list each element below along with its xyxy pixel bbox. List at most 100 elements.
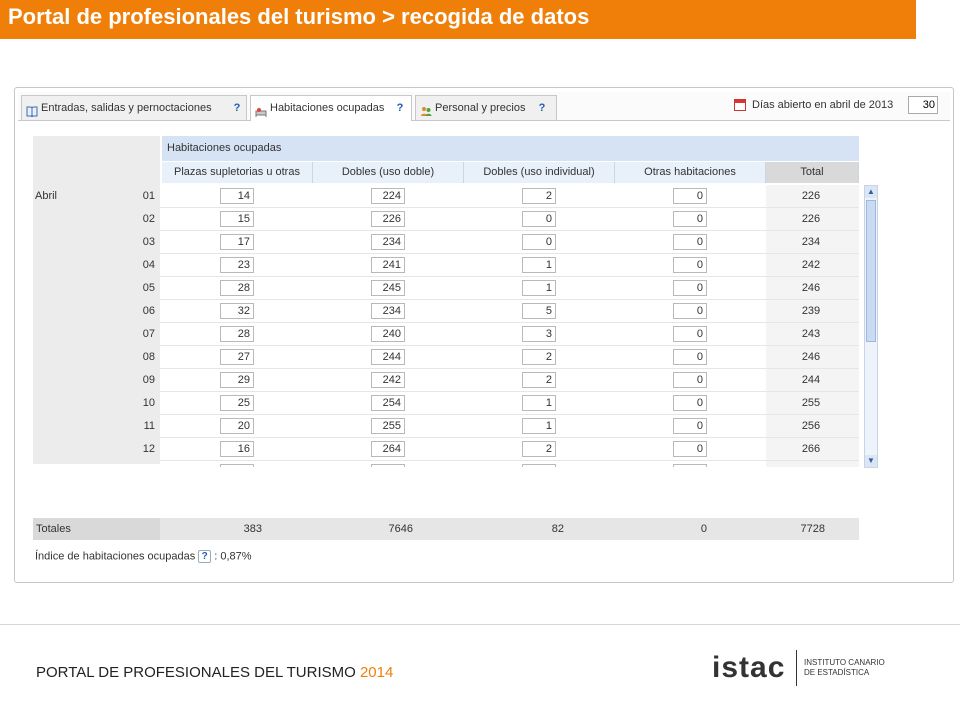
value-input[interactable]: 224 bbox=[371, 188, 405, 204]
value-input[interactable]: 2 bbox=[522, 188, 556, 204]
help-icon[interactable]: ? bbox=[538, 102, 546, 114]
value-input[interactable]: 264 bbox=[371, 441, 405, 457]
value-input[interactable]: 0 bbox=[673, 326, 707, 342]
value-input[interactable]: 0 bbox=[673, 418, 707, 434]
value-input[interactable]: 23 bbox=[220, 257, 254, 273]
days-open-input[interactable] bbox=[908, 96, 938, 114]
value-input[interactable]: 242 bbox=[371, 372, 405, 388]
column-header: Plazas supletorias u otras bbox=[162, 162, 313, 183]
value-input[interactable]: 245 bbox=[371, 280, 405, 296]
value-input[interactable]: 15 bbox=[220, 211, 254, 227]
value-input[interactable]: 241 bbox=[371, 257, 405, 273]
page-title: Portal de profesionales del turismo > re… bbox=[8, 4, 590, 29]
table-row: 05 28 245 1 0 246 bbox=[33, 277, 859, 300]
value-input[interactable]: 17 bbox=[220, 234, 254, 250]
day-label: 10 bbox=[142, 397, 155, 409]
value-input[interactable]: 240 bbox=[371, 326, 405, 342]
total-value: 82 bbox=[551, 523, 564, 535]
table-row: 13 11 272 1 0 273 bbox=[33, 461, 859, 467]
value-input[interactable]: 1 bbox=[522, 280, 556, 296]
indice-label: Índice de habitaciones ocupadas bbox=[35, 550, 196, 563]
tab-entradas[interactable]: Entradas, salidas y pernoctaciones ? bbox=[21, 95, 247, 120]
value-input[interactable]: 0 bbox=[673, 188, 707, 204]
row-total: 256 bbox=[801, 420, 821, 432]
indice-value: : 0,87% bbox=[214, 550, 252, 563]
value-input[interactable]: 28 bbox=[220, 280, 254, 296]
help-icon[interactable]: ? bbox=[396, 102, 404, 114]
value-input[interactable]: 234 bbox=[371, 234, 405, 250]
total-column bbox=[766, 185, 859, 467]
value-input[interactable]: 20 bbox=[220, 418, 254, 434]
value-input[interactable]: 14 bbox=[220, 188, 254, 204]
day-label: 06 bbox=[142, 305, 155, 317]
day-label: 13 bbox=[133, 466, 155, 467]
value-input[interactable]: 1 bbox=[522, 395, 556, 411]
help-icon[interactable]: ? bbox=[198, 550, 212, 563]
value-input[interactable]: 1 bbox=[522, 257, 556, 273]
column-header: Dobles (uso doble) bbox=[313, 162, 464, 183]
value-input[interactable]: 0 bbox=[673, 441, 707, 457]
table-row: Abril 01 14 224 2 0 226 bbox=[33, 185, 859, 208]
istac-logo: istac INSTITUTO CANARIO DE ESTADÍSTICA bbox=[712, 648, 912, 688]
scroll-thumb[interactable] bbox=[866, 200, 876, 342]
value-input[interactable]: 1 bbox=[522, 418, 556, 434]
value-input[interactable]: 244 bbox=[371, 349, 405, 365]
days-open: Días abierto en abril de 2013 bbox=[734, 96, 944, 116]
value-input[interactable]: 3 bbox=[522, 326, 556, 342]
value-input[interactable]: 0 bbox=[673, 372, 707, 388]
total-value: 0 bbox=[700, 523, 707, 535]
table-row: 12 16 264 2 0 266 bbox=[33, 438, 859, 461]
value-input[interactable]: 25 bbox=[220, 395, 254, 411]
row-total: 266 bbox=[801, 443, 821, 455]
table-row: 10 25 254 1 0 255 bbox=[33, 392, 859, 415]
value-input[interactable]: 32 bbox=[220, 303, 254, 319]
table-scrollbar[interactable]: ▲ ▼ bbox=[864, 185, 878, 468]
value-input[interactable]: 0 bbox=[673, 257, 707, 273]
value-input[interactable]: 0 bbox=[673, 395, 707, 411]
value-input[interactable]: 0 bbox=[673, 234, 707, 250]
people-icon bbox=[420, 102, 432, 116]
value-input[interactable]: 1 bbox=[522, 464, 556, 467]
value-input[interactable]: 2 bbox=[522, 441, 556, 457]
value-input[interactable]: 0 bbox=[673, 303, 707, 319]
value-input[interactable]: 0 bbox=[673, 349, 707, 365]
table-row: 02 15 226 0 0 226 bbox=[33, 208, 859, 231]
logo-line1: INSTITUTO CANARIO bbox=[804, 658, 885, 667]
tab-personal[interactable]: Personal y precios ? bbox=[415, 95, 557, 120]
column-header: Dobles (uso individual) bbox=[464, 162, 615, 183]
value-input[interactable]: 0 bbox=[673, 211, 707, 227]
tab-habitaciones[interactable]: Habitaciones ocupadas ? bbox=[250, 95, 412, 121]
value-input[interactable]: 5 bbox=[522, 303, 556, 319]
value-input[interactable]: 27 bbox=[220, 349, 254, 365]
value-input[interactable]: 0 bbox=[522, 211, 556, 227]
value-input[interactable]: 272 bbox=[371, 464, 405, 467]
scroll-down-icon[interactable]: ▼ bbox=[865, 455, 877, 467]
value-input[interactable]: 28 bbox=[220, 326, 254, 342]
scroll-up-icon[interactable]: ▲ bbox=[865, 186, 877, 198]
value-input[interactable]: 0 bbox=[673, 464, 707, 467]
value-input[interactable]: 226 bbox=[371, 211, 405, 227]
day-label: 08 bbox=[142, 351, 155, 363]
value-input[interactable]: 254 bbox=[371, 395, 405, 411]
calendar-icon bbox=[734, 99, 746, 111]
help-icon[interactable]: ? bbox=[233, 102, 241, 114]
tab-label: Personal y precios bbox=[435, 102, 526, 114]
value-input[interactable]: 0 bbox=[673, 280, 707, 296]
data-panel: Entradas, salidas y pernoctaciones ? Hab… bbox=[14, 87, 954, 583]
value-input[interactable]: 11 bbox=[220, 464, 254, 467]
book-icon bbox=[26, 102, 38, 118]
day-label: 09 bbox=[142, 374, 155, 386]
row-total: 239 bbox=[801, 305, 821, 317]
logo-line2: DE ESTADÍSTICA bbox=[804, 668, 870, 677]
table-row: 06 32 234 5 0 239 bbox=[33, 300, 859, 323]
value-input[interactable]: 234 bbox=[371, 303, 405, 319]
value-input[interactable]: 29 bbox=[220, 372, 254, 388]
value-input[interactable]: 0 bbox=[522, 234, 556, 250]
total-value: 7646 bbox=[388, 523, 413, 535]
table-body[interactable]: Abril 01 14 224 2 0 226 02 15 226 0 0 226 03 17 234 0 0 23… bbox=[33, 185, 859, 467]
value-input[interactable]: 2 bbox=[522, 349, 556, 365]
value-input[interactable]: 16 bbox=[220, 441, 254, 457]
logo-subtitle: INSTITUTO CANARIO DE ESTADÍSTICA bbox=[804, 658, 885, 678]
value-input[interactable]: 2 bbox=[522, 372, 556, 388]
value-input[interactable]: 255 bbox=[371, 418, 405, 434]
